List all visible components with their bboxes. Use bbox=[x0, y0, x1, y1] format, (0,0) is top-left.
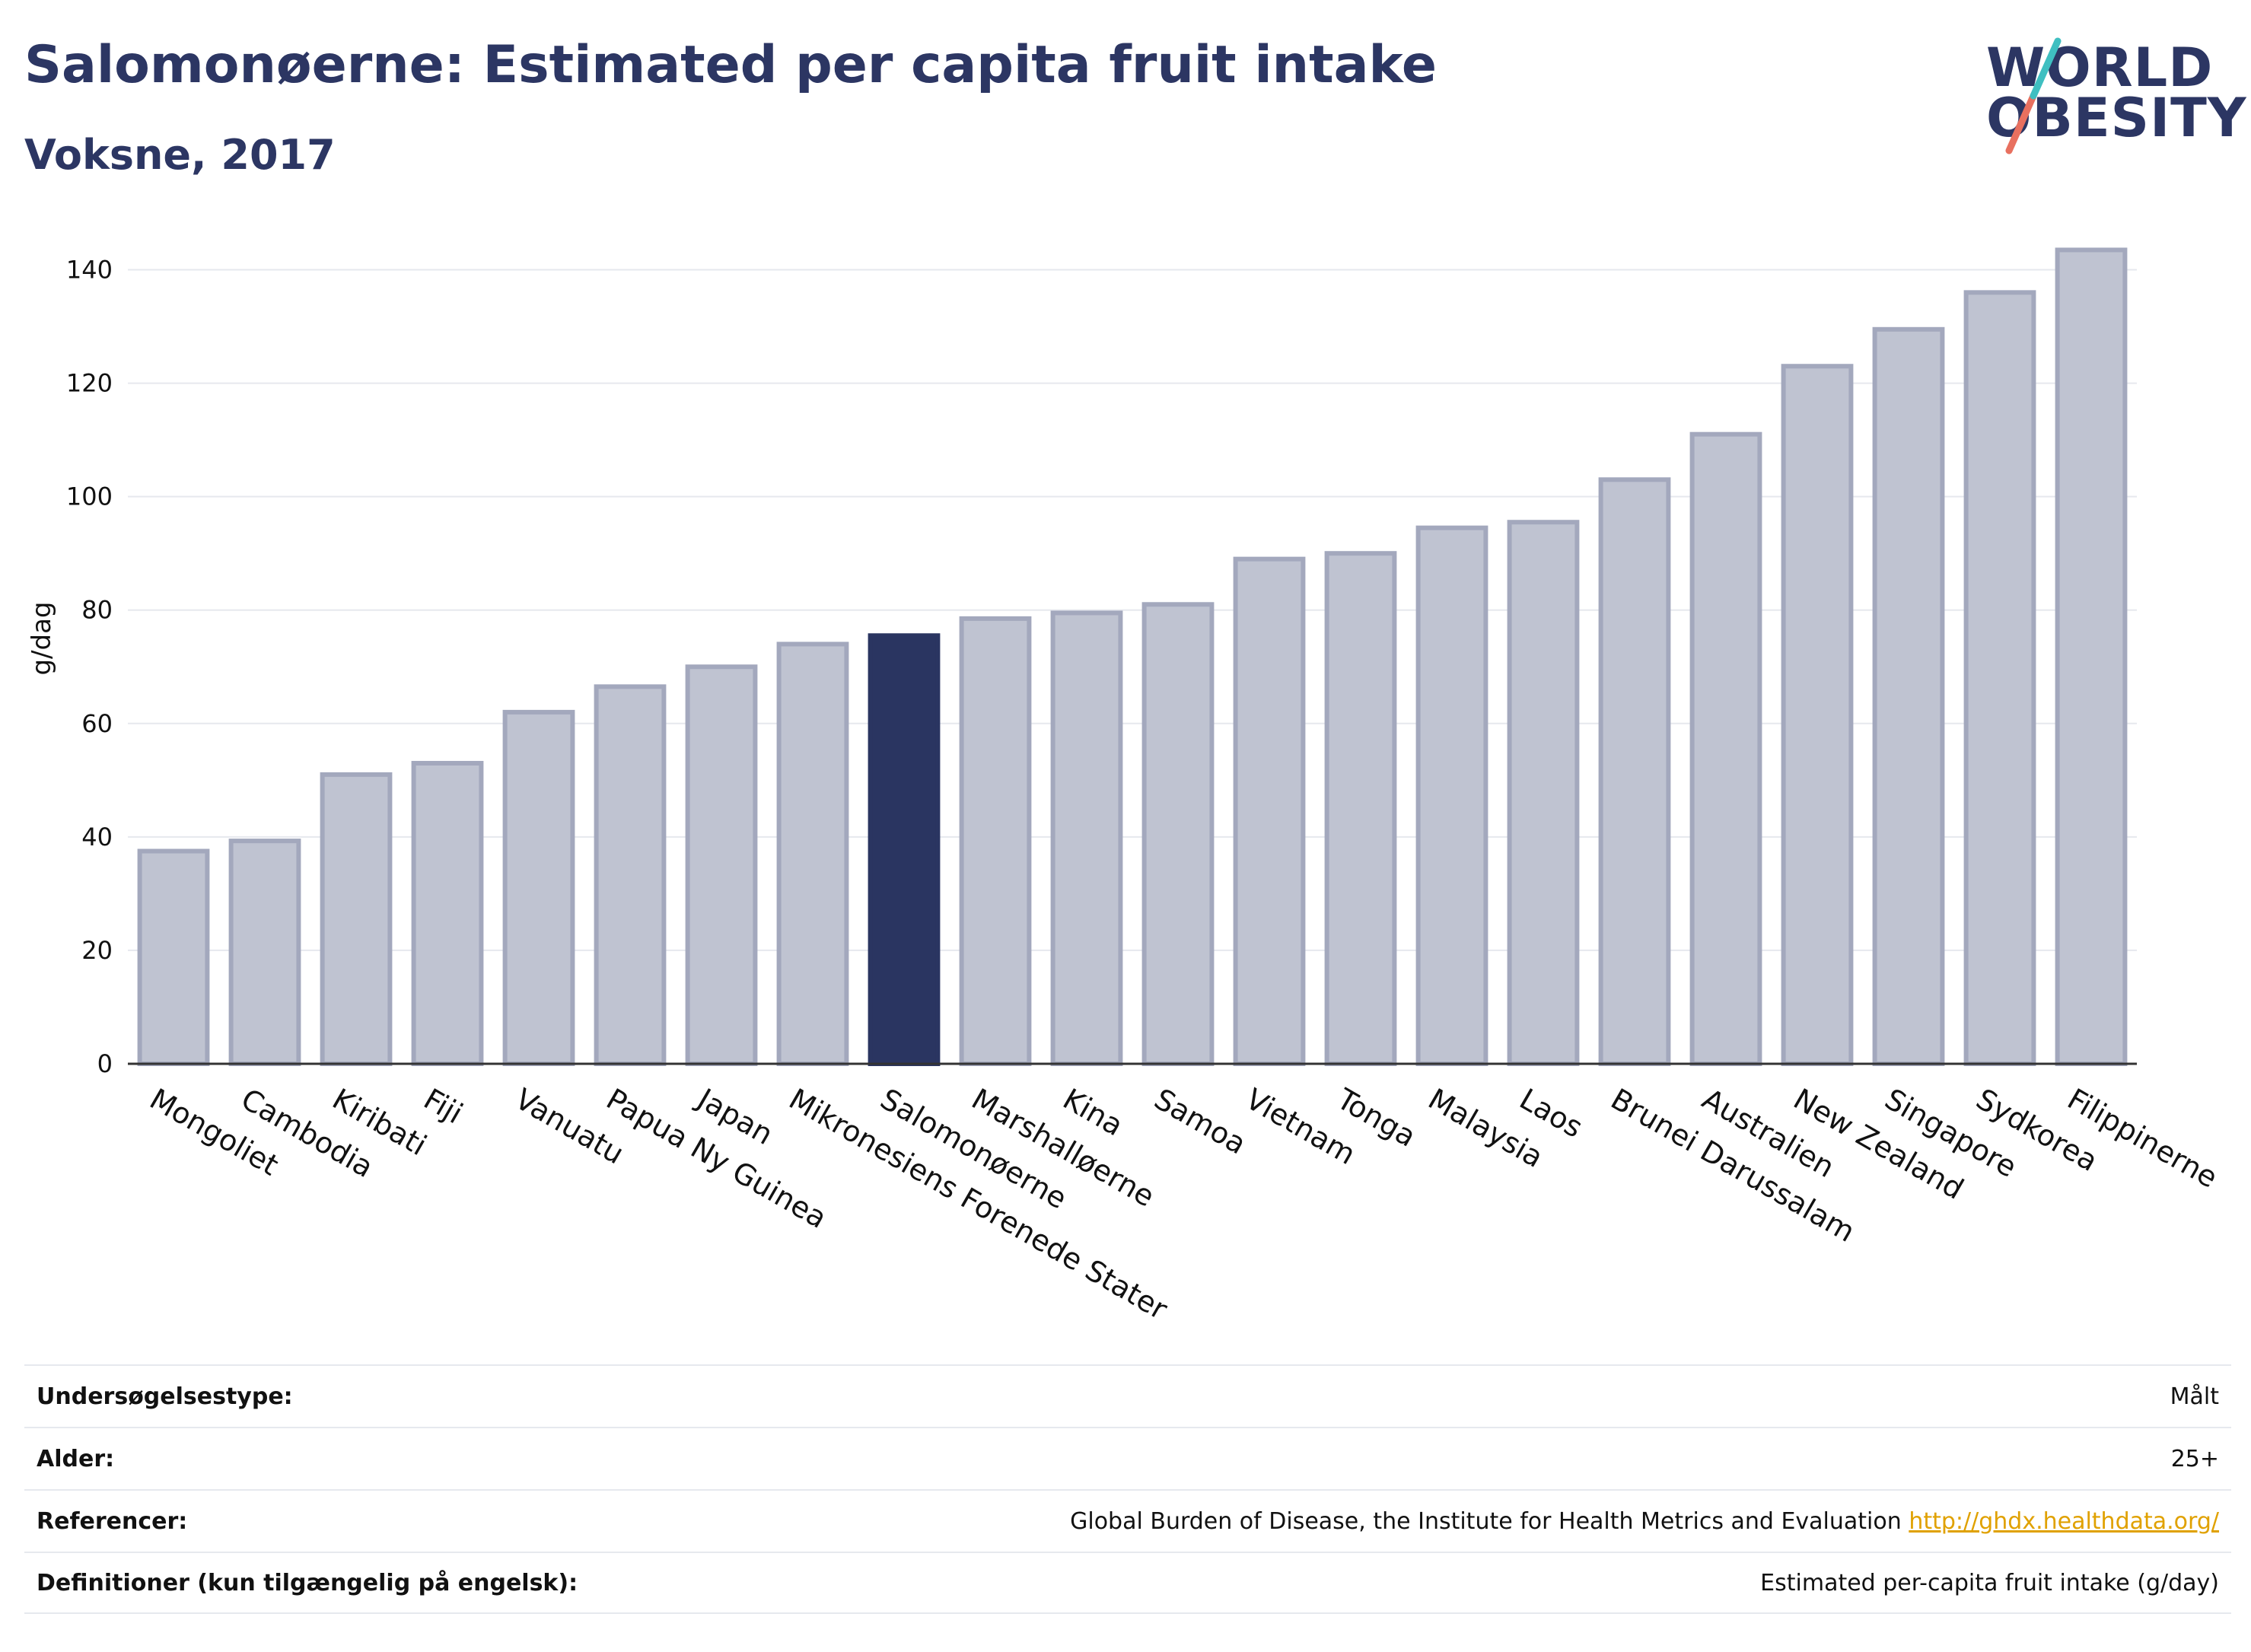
meta-value: Estimated per-capita fruit intake (g/day… bbox=[1760, 1569, 2219, 1596]
bar-filippinerne bbox=[2055, 247, 2128, 1067]
logo-line-1: WORLD bbox=[1986, 37, 2214, 99]
chart-subtitle: Voksne, 2017 bbox=[24, 131, 336, 179]
meta-value: 25+ bbox=[2170, 1445, 2219, 1472]
bar-marshalløerne bbox=[959, 616, 1032, 1066]
bar-brunei-darussalam bbox=[1598, 477, 1671, 1067]
meta-row: Alder: 25+ bbox=[24, 1427, 2231, 1489]
bar-cambodia bbox=[228, 839, 301, 1066]
bar-laos bbox=[1507, 520, 1580, 1066]
bars bbox=[137, 247, 2128, 1067]
reference-link[interactable]: http://ghdx.healthdata.org/ bbox=[1909, 1507, 2219, 1535]
meta-label: Definitioner (kun tilgængelig på engelsk… bbox=[37, 1569, 578, 1596]
bar-new-zealand bbox=[1781, 364, 1854, 1067]
bar-salomonøerne bbox=[868, 633, 941, 1066]
bar-vietnam bbox=[1233, 556, 1306, 1066]
y-axis-ticks: 0 20 40 60 80 100 120 140 bbox=[66, 256, 113, 1078]
meta-row: Undersøgelsestype: Målt bbox=[24, 1364, 2231, 1427]
y-tick-label: 60 bbox=[81, 709, 113, 738]
logo-slash-icon bbox=[2005, 37, 2062, 154]
bar-kina bbox=[1050, 610, 1123, 1066]
bar-vanuatu bbox=[502, 709, 575, 1066]
y-tick-label: 40 bbox=[81, 823, 113, 851]
meta-row: Referencer: Global Burden of Disease, the… bbox=[24, 1489, 2231, 1552]
bar-japan bbox=[685, 664, 758, 1066]
world-obesity-logo: WORLD OBESITY bbox=[1986, 30, 2246, 167]
bar-fiji bbox=[411, 760, 484, 1066]
bar-singapore bbox=[1872, 326, 1945, 1066]
y-tick-label: 0 bbox=[97, 1049, 113, 1078]
bar-mongoliet bbox=[137, 848, 210, 1066]
y-tick-label: 120 bbox=[66, 369, 113, 398]
y-axis-label: g/dag bbox=[27, 601, 57, 675]
bar-mikronesiens-forenede-stater bbox=[776, 641, 849, 1066]
meta-value: Målt bbox=[2170, 1383, 2219, 1410]
meta-label: Alder: bbox=[37, 1445, 115, 1472]
y-tick-label: 100 bbox=[66, 482, 113, 511]
meta-row: Definitioner (kun tilgængelig på engelsk… bbox=[24, 1552, 2231, 1614]
bar-australien bbox=[1689, 431, 1762, 1066]
meta-label: Referencer: bbox=[37, 1507, 188, 1535]
meta-label: Undersøgelsestype: bbox=[37, 1383, 293, 1410]
bar-papua-ny-guinea bbox=[594, 684, 667, 1066]
x-tick-label: Samoa bbox=[1149, 1082, 1252, 1161]
meta-value: Global Burden of Disease, the Institute … bbox=[1070, 1507, 2219, 1535]
y-tick-label: 80 bbox=[81, 596, 113, 625]
chart-title: Salomonøerne: Estimated per capita fruit… bbox=[24, 35, 1437, 95]
bar-chart: 0 20 40 60 80 100 120 140 MongolietCambodiaKiri… bbox=[27, 247, 2224, 1326]
y-tick-label: 20 bbox=[81, 936, 113, 965]
bar-malaysia bbox=[1415, 525, 1488, 1067]
bar-sydkorea bbox=[1963, 290, 2036, 1066]
x-tick-label: Fiji bbox=[419, 1082, 469, 1130]
metadata-table: Undersøgelsestype: Målt Alder: 25+ Reference… bbox=[24, 1364, 2231, 1614]
bar-tonga bbox=[1324, 551, 1397, 1066]
bar-samoa bbox=[1141, 602, 1215, 1066]
bar-kiribati bbox=[320, 772, 393, 1066]
y-tick-label: 140 bbox=[66, 256, 113, 285]
